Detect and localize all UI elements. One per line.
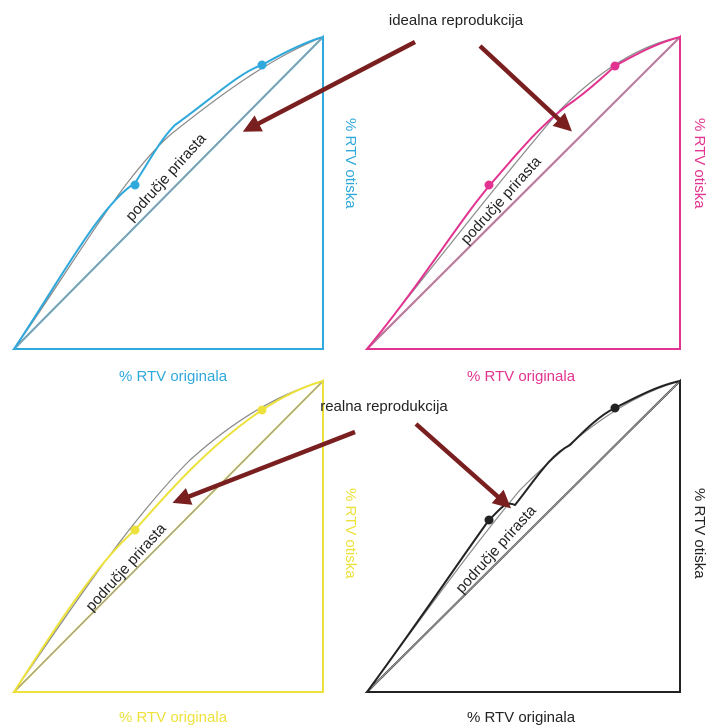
magenta-marker-point [484,180,494,190]
magenta-region-label: područje prirasta [457,153,545,248]
magenta-ideal-curve [366,36,681,350]
black-region-label: područje prirasta [452,502,540,597]
ideal-arrow-left [242,40,417,132]
panel-black: područje prirasta % RTV otiska % RTV ori… [364,378,708,726]
yellow-ideal-curve [13,380,324,693]
real-arrow-left [172,429,356,505]
black-marker-point [610,403,620,413]
cyan-ideal-curve [13,36,324,350]
yellow-marker-point [130,525,140,535]
black-y-axis-label: % RTV otiska [691,488,708,579]
cyan-diagonal [13,36,324,350]
magenta-x-axis-label: % RTV originala [467,368,576,385]
magenta-marker-point [610,61,620,71]
yellow-x-axis-label: % RTV originala [119,709,228,726]
black-x-axis-label: % RTV originala [467,709,576,726]
cyan-region-label: područje prirasta [122,130,210,225]
magenta-diagonal [366,36,681,350]
black-marker-point [484,515,494,525]
magenta-real-curve [366,36,681,350]
cyan-marker-point [257,60,267,70]
ideal-arrow-right [478,44,572,132]
real-arrow-right [414,422,512,509]
panel-cyan: područje prirasta % RTV otiska % RTV ori… [11,34,359,385]
yellow-y-axis-label: % RTV otiska [342,488,359,579]
cyan-x-axis-label: % RTV originala [119,368,228,385]
yellow-diagonal [13,380,324,693]
yellow-marker-point [257,405,267,415]
panel-yellow: područje prirasta % RTV otiska % RTV ori… [11,378,359,726]
ideal-reproduction-label: idealna reprodukcija [389,12,524,29]
real-reproduction-label: realna reprodukcija [320,398,448,415]
cyan-y-axis-label: % RTV otiska [342,118,359,209]
cyan-real-curve [13,36,324,350]
cyan-marker-point [130,180,140,190]
magenta-y-axis-label: % RTV otiska [691,118,708,209]
panel-magenta: područje prirasta % RTV otiska % RTV ori… [364,34,708,385]
black-diagonal [366,380,681,693]
yellow-real-curve [13,380,324,693]
